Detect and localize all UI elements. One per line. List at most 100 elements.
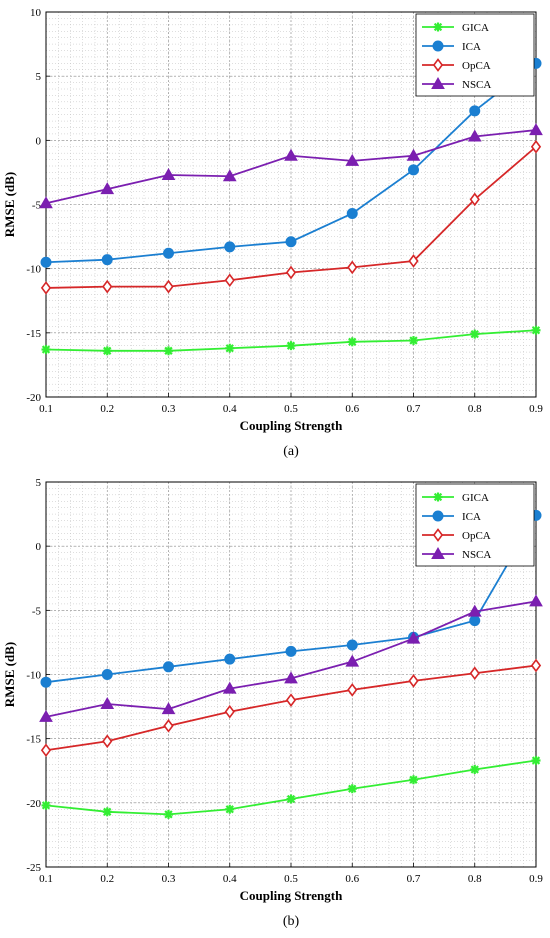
- data-point-gica: [164, 809, 173, 819]
- x-tick-label: 0.2: [100, 403, 114, 415]
- data-point-gica: [409, 775, 418, 785]
- y-tick-label: 0: [36, 541, 42, 553]
- data-point-nsca: [345, 153, 360, 166]
- legend-item: NSCA: [422, 76, 491, 91]
- data-point-nsca: [345, 654, 360, 667]
- chart-caption: (b): [283, 914, 300, 929]
- data-point-gica: [41, 800, 51, 810]
- x-tick-label: 0.8: [468, 873, 482, 885]
- data-point-nsca: [467, 604, 482, 617]
- x-tick-label: 0.4: [223, 873, 237, 885]
- x-tick-label: 0.6: [345, 873, 359, 885]
- legend-marker: [431, 546, 445, 559]
- x-tick-label: 0.7: [407, 403, 421, 415]
- legend-marker: [432, 528, 444, 542]
- data-point-opca: [408, 674, 419, 688]
- x-tick-label: 0.6: [345, 403, 359, 415]
- data-point-nsca: [529, 594, 543, 607]
- data-point-opca: [347, 683, 358, 697]
- x-tick-label: 0.9: [529, 873, 543, 885]
- series-opca: [40, 139, 542, 295]
- legend-item: NSCA: [422, 546, 491, 561]
- data-point-ica: [163, 247, 174, 259]
- data-point-gica: [409, 336, 418, 346]
- data-point-ica: [285, 236, 297, 248]
- legend: GICA ICA OpCA NSCA: [415, 483, 535, 567]
- data-point-ica: [469, 615, 481, 627]
- data-point-ica: [163, 661, 174, 673]
- y-tick-label: 5: [36, 71, 42, 83]
- x-tick-label: 0.5: [284, 403, 298, 415]
- data-point-ica: [40, 256, 52, 268]
- x-tick-label: 0.3: [162, 403, 176, 415]
- legend-marker: [433, 22, 443, 32]
- x-axis-label: Coupling Strength: [240, 888, 343, 903]
- data-point-nsca: [161, 702, 176, 715]
- x-tick-label: 0.9: [529, 403, 543, 415]
- data-point-gica: [102, 807, 112, 817]
- legend-label: ICA: [462, 511, 481, 523]
- y-tick-label: -20: [26, 798, 41, 810]
- data-point-ica: [346, 207, 358, 219]
- legend-label: NSCA: [462, 79, 491, 91]
- chart-b-svg: 0.1 0.2 0.3 0.4 0.5 0.6 0.7 0.8 0.9 5 0 -5 -10 -15 -20…: [2, 477, 543, 929]
- legend-label: GICA: [462, 22, 489, 34]
- data-point-gica: [286, 341, 296, 351]
- series-gica: [41, 325, 541, 356]
- data-point-opca: [224, 273, 235, 288]
- legend-marker: [432, 510, 444, 522]
- y-tick-label: -15: [26, 328, 41, 340]
- data-point-opca: [347, 260, 358, 275]
- legend-marker: [431, 76, 445, 89]
- legend-item: OpCA: [422, 528, 491, 542]
- data-point-gica: [470, 329, 480, 339]
- legend-item: GICA: [422, 492, 489, 504]
- series-nsca: [39, 123, 543, 209]
- data-point-gica: [225, 804, 235, 814]
- data-point-opca: [530, 658, 542, 673]
- y-tick-label: -5: [32, 605, 42, 617]
- data-point-gica: [470, 764, 480, 774]
- legend: GICA ICA OpCA NSCA: [415, 13, 535, 97]
- data-point-opca: [40, 281, 52, 295]
- data-point-ica: [224, 653, 236, 665]
- legend-item: OpCA: [422, 58, 491, 72]
- data-point-opca: [285, 265, 297, 280]
- data-point-nsca: [284, 148, 298, 161]
- y-axis-label: RMSE (dB): [2, 642, 17, 707]
- x-tick-label: 0.8: [468, 403, 482, 415]
- data-point-nsca: [100, 182, 115, 195]
- legend-label: ICA: [462, 41, 481, 53]
- data-point-opca: [224, 704, 235, 719]
- series-ica: [40, 57, 542, 268]
- data-point-ica: [408, 164, 419, 176]
- data-point-nsca: [529, 123, 543, 136]
- x-tick-label: 0.5: [284, 873, 298, 885]
- series-opca: [40, 658, 542, 758]
- legend-label: OpCA: [462, 530, 491, 542]
- data-point-ica: [285, 645, 297, 657]
- legend-item: ICA: [422, 40, 481, 53]
- y-tick-label: -20: [26, 392, 41, 404]
- data-point-gica: [286, 794, 296, 804]
- chart-b: 0.1 0.2 0.3 0.4 0.5 0.6 0.7 0.8 0.9 5 0 -5 -10 -15 -20…: [0, 470, 550, 938]
- data-point-nsca: [406, 148, 421, 161]
- x-tick-label: 0.3: [162, 873, 176, 885]
- x-tick-label: 0.1: [39, 873, 53, 885]
- data-point-nsca: [39, 709, 53, 722]
- legend-marker: [432, 58, 444, 72]
- data-point-ica: [224, 241, 236, 253]
- data-point-opca: [408, 254, 419, 268]
- data-point-opca: [102, 279, 113, 294]
- y-tick-label: -15: [26, 734, 41, 746]
- data-point-opca: [102, 734, 113, 749]
- y-tick-label: 5: [36, 477, 42, 489]
- x-tick-label: 0.7: [407, 873, 421, 885]
- data-point-nsca: [161, 167, 176, 180]
- x-tick-label: 0.4: [223, 403, 237, 415]
- data-point-gica: [41, 345, 51, 355]
- data-point-gica: [531, 755, 541, 765]
- data-point-nsca: [467, 129, 482, 142]
- legend-marker: [433, 492, 443, 502]
- data-point-nsca: [100, 697, 115, 710]
